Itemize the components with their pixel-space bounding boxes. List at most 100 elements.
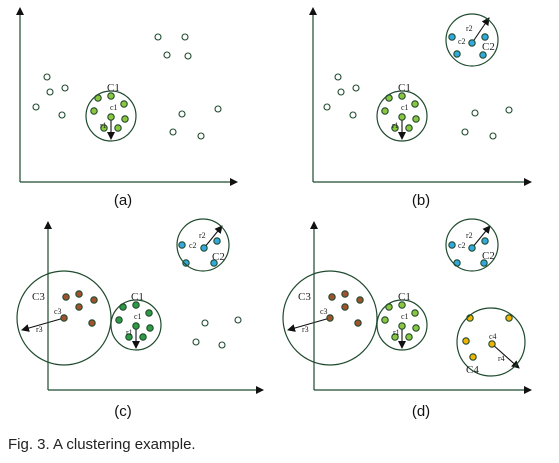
panel-c-c1-center: c1 [134, 312, 142, 321]
panel-d-c4-point [469, 353, 477, 361]
panel-a-unclustered-point [58, 111, 66, 119]
panel-b-c1-point [412, 115, 420, 123]
panel-b-c2-point [481, 33, 489, 41]
panel-b-c1-name: C1 [398, 82, 411, 94]
panel-a-unclustered-point [154, 33, 162, 41]
panel-d-c3-radius-arrow [287, 317, 331, 332]
panel-b-c2-point [453, 50, 461, 58]
panel-d-c1-circle [376, 299, 428, 351]
panel-a-label: (a) [114, 192, 132, 209]
panel-b-unclustered-point [489, 132, 497, 140]
panel-a-c1-point [120, 100, 128, 108]
panel-b-r1: r1 [392, 121, 399, 130]
panel-d-c2-center-point [468, 244, 476, 252]
panel-b-label: (b) [412, 192, 430, 209]
panel-a-unclustered-point [214, 105, 222, 113]
panel-d-c1-point [381, 316, 389, 324]
panel-d-r1: r1 [393, 328, 400, 337]
panel-d-r4: r4 [498, 354, 505, 363]
panel-d-c2-center: c2 [458, 241, 466, 250]
panel-b-c1-point [391, 124, 399, 132]
panel-a-c1-point [107, 92, 115, 100]
panel-b-c1-circle [376, 90, 428, 142]
panel-d-r2: r2 [466, 231, 473, 240]
panel-d-c1-point [405, 333, 413, 341]
panel-b-c2-center: c2 [458, 37, 466, 46]
panel-c-r3: r3 [36, 325, 43, 334]
panel-c-c2-point [210, 259, 218, 267]
panel-d-c1-name: C1 [398, 291, 411, 303]
panel-b-c2-circle [445, 13, 499, 67]
panel-c-c1-circle [110, 299, 162, 351]
panel-d-c3-circle [282, 270, 378, 366]
panel-a-unclustered-point [178, 110, 186, 118]
panel-a-unclustered-point [46, 88, 54, 96]
panel-b-r2: r2 [466, 24, 473, 33]
panel-a-r1: r1 [100, 121, 107, 130]
panel-b-unclustered-point [471, 109, 479, 117]
panel-c-c1-point [146, 324, 154, 332]
panel-b-unclustered-point [334, 73, 342, 81]
panel-b-c1-center: c1 [401, 103, 409, 112]
panel-d-c4-name: C4 [466, 364, 479, 376]
panel-d-c2-point [481, 237, 489, 245]
panel-a-unclustered-point [61, 84, 69, 92]
panel-a-c1-center-point [107, 113, 115, 121]
panel-b-unclustered-point [349, 111, 357, 119]
panel-d-c4-point [505, 314, 513, 322]
panel-a-c1-point [121, 115, 129, 123]
panel-b-c2-point [479, 51, 487, 59]
panel-b-unclustered-point [323, 103, 331, 111]
panel-d-c2-name: C2 [482, 250, 495, 262]
panel-c-c3-point [90, 296, 98, 304]
panel-c-c2-center: c2 [189, 241, 197, 250]
panel-c-c1-point [139, 333, 147, 341]
figure-caption: Fig. 3. A clustering example. [8, 436, 196, 453]
panel-b-unclustered-point [337, 88, 345, 96]
panel-c-unclustered-point [234, 316, 242, 324]
panel-c-c1-point [115, 316, 123, 324]
panel-c-c3-point [75, 303, 83, 311]
panel-d-c3-point [354, 319, 362, 327]
panel-c-c3-center: c3 [54, 307, 62, 316]
panel-a-unclustered-point [184, 52, 192, 60]
panel-d-c3-point [356, 296, 364, 304]
panel-c-c1-center-point [132, 322, 140, 330]
panel-d-c4-radius-arrow [491, 343, 520, 369]
panel-d-label: (d) [412, 403, 430, 420]
panel-b-c2-center-point [468, 39, 476, 47]
panel-d-c1-point [398, 301, 406, 309]
panel-a-unclustered-point [43, 73, 51, 81]
panel-d-r3: r3 [302, 325, 309, 334]
panel-b-unclustered-point [461, 128, 469, 136]
panel-b-c2-name: C2 [482, 41, 495, 53]
panel-d-c3-center: c3 [320, 307, 328, 316]
panel-d-c1-point [411, 309, 419, 317]
panel-b-c2-point [448, 33, 456, 41]
panel-d-c1-point [391, 333, 399, 341]
panel-d-c1-point [412, 324, 420, 332]
panel-a-c1-point [114, 124, 122, 132]
panel-d-c3-name: C3 [298, 291, 311, 303]
panel-d-c2-radius-arrow [471, 225, 491, 249]
panel-d-c2-point [480, 259, 488, 267]
panel-d-c1-center-point [398, 322, 406, 330]
panel-c-c3-point [62, 293, 70, 301]
panel-c-c2-point [182, 259, 190, 267]
panel-c-c2-point [178, 241, 186, 249]
panel-d-c4-point [462, 337, 470, 345]
panel-a-c1-circle [85, 90, 137, 142]
panel-b-c2-radius-arrow [471, 17, 490, 44]
panel-c-c1-point [145, 309, 153, 317]
panel-d-c1-center: c1 [401, 312, 409, 321]
panel-a-c1-point [90, 107, 98, 115]
panel-a-unclustered-point [32, 103, 40, 111]
panel-b-c1-center-point [398, 113, 406, 121]
panel-c-c2-point [213, 237, 221, 245]
panel-a-unclustered-point [163, 51, 171, 59]
panel-a-c1-point [100, 124, 108, 132]
panel-d-c4-circle [456, 307, 526, 377]
panel-b-c1-point [398, 92, 406, 100]
panel-d-c3-center-point [326, 314, 334, 322]
